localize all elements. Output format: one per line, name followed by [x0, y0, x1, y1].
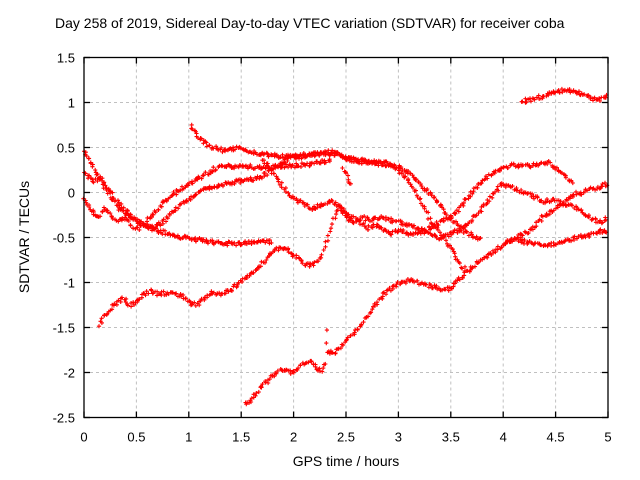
x-tick-label: 1	[185, 430, 192, 445]
y-tick-label: 1	[68, 96, 75, 111]
x-tick-label: 2	[290, 430, 297, 445]
x-tick-label: 4.5	[547, 430, 565, 445]
sat-pass-6-braided-mid	[256, 152, 608, 242]
y-axis-label: SDTVAR / TECUs	[16, 181, 32, 293]
sat-pass-7-long-low-riser	[96, 159, 575, 329]
data-series-layer	[81, 86, 610, 407]
sat-pass-11-stub	[340, 165, 353, 186]
grid-lines	[84, 57, 608, 418]
y-tick-label: 0.5	[57, 141, 75, 156]
y-tick-label: -2.5	[53, 411, 75, 426]
x-tick-label: 5	[604, 430, 611, 445]
y-tick-label: -2	[63, 366, 75, 381]
x-axis-label: GPS time / hours	[293, 453, 400, 469]
plot-frame	[83, 56, 609, 419]
x-tick-label: 4	[500, 430, 507, 445]
y-tick-label: 1.5	[57, 51, 75, 66]
x-tick-label: 1.5	[232, 430, 250, 445]
y-tick-label: 0	[68, 186, 75, 201]
tick-labels: 0 0.5 1 1.5 2 2.5 3 3.5 4 4.5 5 1.5 1 0.5 0 -0.5 -1 -1.5 -…	[53, 51, 612, 445]
chart-title: Day 258 of 2019, Sidereal Day-to-day VTE…	[55, 15, 565, 31]
x-tick-label: 3	[395, 430, 402, 445]
x-tick-label: 2.5	[337, 430, 355, 445]
y-tick-label: -0.5	[53, 231, 75, 246]
y-tick-label: -1.5	[53, 321, 75, 336]
sat-pass-5-mid-riser	[144, 157, 332, 224]
x-tick-label: 0	[80, 430, 87, 445]
sat-pass-8-deep-trace	[243, 227, 609, 407]
sat-pass-9-end-riser	[503, 180, 610, 247]
x-tick-label: 0.5	[127, 430, 145, 445]
x-tick-label: 3.5	[442, 430, 460, 445]
y-tick-label: -1	[63, 276, 75, 291]
sat-pass-10-top-right	[519, 86, 609, 105]
